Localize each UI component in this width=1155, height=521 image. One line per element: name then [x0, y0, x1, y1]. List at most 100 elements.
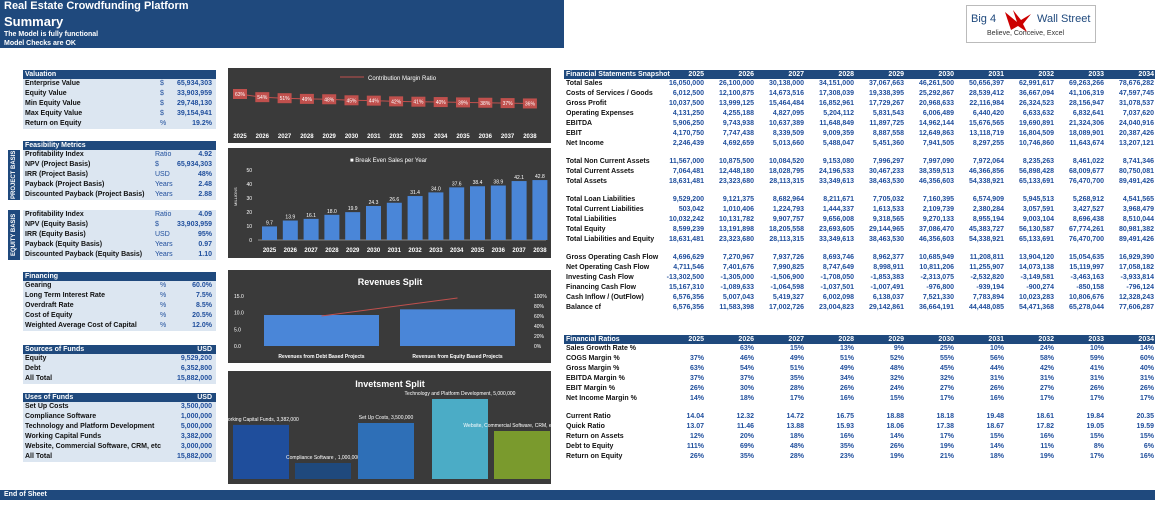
x-tick: 2026 [284, 248, 298, 254]
x-tick: 2030 [345, 134, 359, 140]
row-label: Costs of Services / Goods [566, 90, 653, 97]
table-cell: 50,656,397 [968, 80, 1004, 87]
table-cell: 15% [1089, 433, 1104, 440]
table-cell: 9,270,133 [922, 216, 954, 223]
metric-label: NPV (Project Basis) [25, 161, 91, 168]
table-cell: 14% [889, 433, 904, 440]
y2-tick: 20% [534, 334, 545, 340]
table-cell: 3,057,591 [1022, 206, 1054, 213]
metric-value: 4.09 [198, 211, 212, 218]
x-tick: 2035 [471, 248, 485, 254]
table-cell: 12,649,863 [918, 130, 954, 137]
table-cell: 28% [789, 453, 804, 460]
table-cell: 11,208,811 [969, 254, 1004, 261]
table-cell: -900,274 [1026, 284, 1054, 291]
metric-label: Technology and Platform Development [25, 423, 155, 430]
table-row: Total Current Assets 7,064,481 12,448,180 1… [564, 167, 1155, 177]
table-cell: 19.59 [1136, 423, 1154, 430]
metric-label: IRR (Project Basis) [25, 171, 89, 178]
table-cell: 24% [889, 385, 904, 392]
table-cell: -1,037,501 [820, 284, 854, 291]
table-cell: 19% [889, 453, 904, 460]
y2-tick: 0% [534, 344, 542, 350]
logo-tagline: Believe, Conceive, Excel [987, 30, 1065, 37]
data-label: 36% [525, 101, 536, 107]
metric-row: Technology and Platform Development 5,000… [23, 422, 216, 432]
table-cell: 9% [893, 345, 904, 352]
table-cell: 36,664,191 [918, 304, 954, 311]
table-cell: 38,359,513 [918, 168, 954, 175]
table-cell: 6,574,909 [972, 196, 1004, 203]
table-cell: 17,058,182 [1118, 264, 1154, 271]
y-axis-label: MILLIONS [233, 187, 238, 206]
table-row: Total Liabilities and Equity 18,631,481 23… [564, 235, 1155, 245]
table-cell: 16,929,390 [1118, 254, 1154, 261]
table-cell: 46,366,856 [968, 168, 1004, 175]
year-header: 2034 [1138, 336, 1154, 343]
metric-value: 48% [197, 171, 212, 178]
y-tick: 10.0 [234, 311, 244, 317]
table-cell: 6% [1143, 443, 1154, 450]
table-cell: 6,006,489 [922, 110, 954, 117]
table-cell: 36,667,094 [1018, 90, 1054, 97]
y-tick: 5.0 [234, 327, 241, 333]
legend-label: Contribution Margin Ratio [368, 76, 437, 82]
table-cell: 4,255,188 [722, 110, 754, 117]
table-cell: -3,933,814 [1120, 274, 1154, 281]
table-cell: 8,696,438 [1072, 216, 1104, 223]
metric-label: Weighted Average Cost of Capital [25, 322, 137, 329]
table-row: Investing Cash Flow -13,302,500 -1,305,000… [564, 273, 1155, 283]
table-cell: 63% [689, 365, 704, 372]
table-cell: 17% [1039, 395, 1054, 402]
year-header: 2032 [1038, 336, 1054, 343]
row-label: Cash Inflow / (OutFlow) [566, 294, 644, 301]
table-cell: 1,613,533 [872, 206, 904, 213]
table-cell: 13,999,125 [718, 100, 754, 107]
table-cell: 17% [1139, 395, 1154, 402]
metric-label: Equity Value [25, 90, 67, 97]
table-row: EBIT Margin % 26% 30% 28% 26% 24% 27% 26% 27% 26%… [564, 384, 1155, 394]
table-cell: 9,529,200 [672, 196, 704, 203]
table-cell: 5,831,543 [872, 110, 904, 117]
table-cell: 20% [739, 433, 754, 440]
x-tick: 2036 [479, 134, 493, 140]
ratios-section: Financial Ratios 2025 2026 2027 2028 2029 203… [564, 335, 1155, 462]
table-cell: 46,356,603 [918, 236, 954, 243]
table-cell: -1,506,900 [770, 274, 804, 281]
table-cell: 37% [739, 375, 754, 382]
data-label-box [255, 92, 270, 103]
table-cell: 10,023,283 [1018, 294, 1054, 301]
table-cell: 4,696,629 [672, 254, 704, 261]
table-cell: 33,349,613 [818, 178, 854, 185]
x-tick: 2036 [492, 248, 506, 254]
table-cell: 30,467,233 [868, 168, 904, 175]
data-label: 51% [280, 96, 291, 102]
table-cell: 13,207,121 [1118, 140, 1154, 147]
table-row: EBITDA Margin % 37% 37% 35% 34% 32% 32% 31% 31% 3… [564, 374, 1155, 384]
metric-label: Debt [25, 365, 41, 372]
chart-title: Invetsment Split [355, 379, 425, 389]
table-cell: 13,191,898 [718, 226, 754, 233]
row-label: Current Ratio [566, 413, 611, 420]
metric-row: Gearing% 60.0% [23, 281, 216, 291]
metric-value: 8.5% [196, 302, 212, 309]
data-label: 31.4 [410, 190, 420, 196]
x-tick: 2037 [501, 134, 515, 140]
table-cell: 5,268,912 [1072, 196, 1104, 203]
table-cell: 7,160,395 [922, 196, 954, 203]
table-cell: 67,774,261 [1068, 226, 1104, 233]
table-row: Gross Profit 10,037,500 13,999,125 15,464,4… [564, 99, 1155, 109]
metric-label: Profitability Index [25, 211, 84, 218]
y-tick: 30 [246, 196, 252, 202]
table-cell: 111% [686, 443, 704, 450]
table-cell: 5,945,513 [1022, 196, 1054, 203]
metric-unit: Years [155, 241, 173, 248]
metric-row: All Total 15,882,000 [23, 452, 216, 462]
table-cell: 15,167,310 [668, 284, 704, 291]
table-row: Return on Assets 12% 20% 18% 16% 14% 17% 15% 16%… [564, 432, 1155, 442]
table-cell: 6,576,356 [672, 304, 704, 311]
row-label: EBITDA [566, 120, 593, 127]
table-cell: -1,064,598 [770, 284, 804, 291]
table-cell: 15% [789, 345, 804, 352]
metric-value: 2.48 [198, 181, 212, 188]
